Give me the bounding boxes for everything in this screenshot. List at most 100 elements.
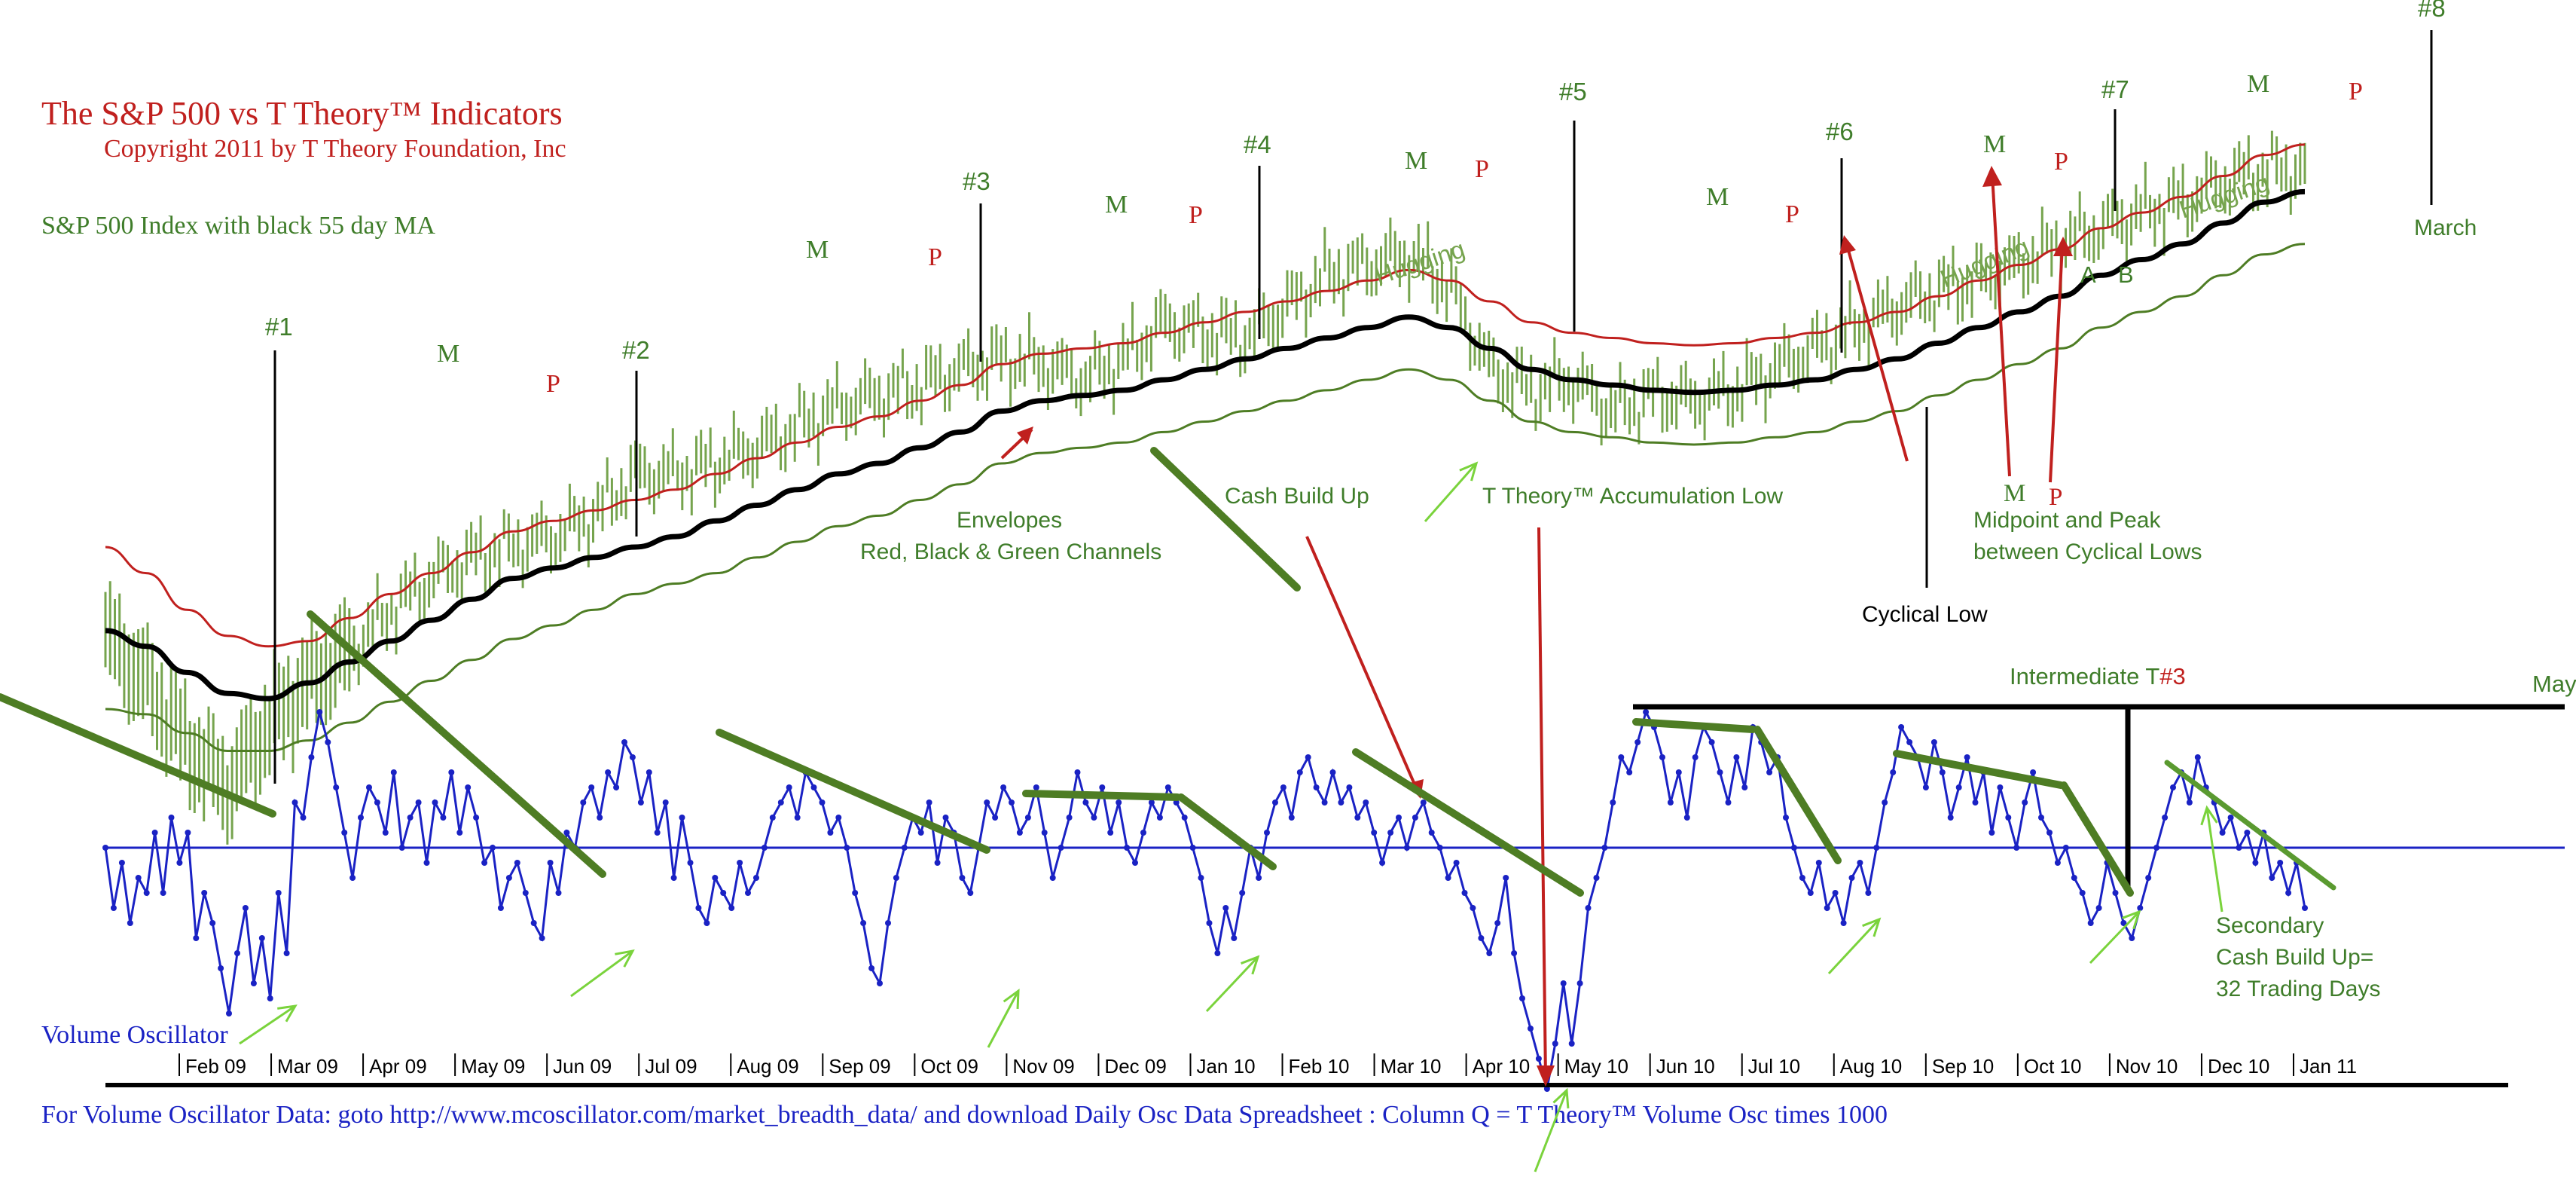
light-green-arrow xyxy=(2089,910,2141,965)
light-green-arrow xyxy=(2205,807,2223,913)
osc-point xyxy=(926,799,932,806)
osc-point xyxy=(720,890,727,896)
osc-point xyxy=(465,784,472,790)
osc-point xyxy=(753,875,759,881)
x-tick-label: Jan 10 xyxy=(1196,1055,1255,1078)
osc-point xyxy=(514,860,520,866)
osc-point xyxy=(160,890,166,896)
osc-point xyxy=(1264,830,1270,836)
light-green-arrow xyxy=(1205,955,1259,1013)
a-label: A xyxy=(2080,261,2096,288)
marker-7: #7 xyxy=(2101,75,2129,103)
red-arrows xyxy=(1000,166,2073,1087)
osc-point xyxy=(1140,830,1146,836)
light-green-arrow xyxy=(1534,1090,1568,1172)
osc-point xyxy=(1049,875,1056,881)
osc-point xyxy=(1947,815,1954,821)
osc-point xyxy=(1906,739,1913,745)
x-axis-ticks: Feb 09 Mar 09 Apr 09 May 09 Jun 09 Jul 09 Aug … xyxy=(179,1053,2357,1078)
osc-point xyxy=(1799,875,1805,881)
osc-point xyxy=(1683,815,1690,821)
osc-point xyxy=(1848,875,1855,881)
lower-envelope-line xyxy=(105,243,2306,752)
osc-point xyxy=(1972,799,1979,806)
osc-point xyxy=(127,920,133,926)
osc-point xyxy=(563,830,570,836)
osc-point xyxy=(366,784,372,790)
osc-point xyxy=(1807,890,1814,896)
osc-point xyxy=(1354,815,1361,821)
osc-point xyxy=(597,815,603,821)
x-tick-label: Apr 10 xyxy=(1473,1055,1531,1078)
osc-point xyxy=(1610,799,1616,806)
cycle-marker-labels: #1 #2 #3 #4 #5 #6 #7 #8 xyxy=(265,0,2446,364)
osc-point xyxy=(1156,815,1163,821)
data-source-note: For Volume Oscillator Data: goto http://… xyxy=(41,1101,1888,1129)
p-label: P xyxy=(1189,201,1203,229)
osc-point xyxy=(1478,935,1485,941)
osc-point xyxy=(1033,784,1039,790)
osc-point xyxy=(1024,815,1031,821)
m-label: M xyxy=(1105,191,1128,219)
midpoint-peak-labels: M M M M M M M P P P P P P P xyxy=(437,70,2363,398)
oscillator-label: Volume Oscillator xyxy=(41,1021,228,1049)
osc-point xyxy=(2071,875,2077,881)
cash-build-up-arrow xyxy=(1305,536,1419,792)
osc-point xyxy=(1840,920,1847,926)
light-green-arrowhead xyxy=(2200,805,2218,826)
osc-point xyxy=(448,769,455,775)
light-green-arrow xyxy=(1424,463,1478,522)
osc-point xyxy=(1824,905,1830,911)
osc-point xyxy=(670,875,677,881)
price-panel xyxy=(104,130,2306,845)
x-tick-label: Jan 11 xyxy=(2300,1055,2357,1078)
p-label: P xyxy=(1785,200,1799,228)
osc-point xyxy=(712,875,719,881)
secondary-desc-1: Secondary xyxy=(2216,913,2324,938)
x-tick-label: Sep 10 xyxy=(1932,1055,1994,1078)
p-label: P xyxy=(2054,148,2068,176)
osc-point xyxy=(1445,875,1451,881)
osc-point xyxy=(2277,860,2284,866)
osc-point xyxy=(1280,784,1286,790)
osc-point xyxy=(1552,1041,1558,1047)
osc-point xyxy=(917,830,924,836)
osc-point xyxy=(613,784,620,790)
osc-point xyxy=(1873,845,1880,851)
osc-point xyxy=(1206,920,1213,926)
osc-point xyxy=(110,905,117,911)
x-tick-label: Feb 10 xyxy=(1289,1055,1350,1078)
osc-point xyxy=(1955,784,1962,790)
osc-point xyxy=(1717,769,1723,775)
p-label: P xyxy=(1475,155,1489,183)
osc-point xyxy=(1618,754,1625,760)
cyclical-low-label: Cyclical Low xyxy=(1862,602,1988,627)
marker-2: #2 xyxy=(622,336,650,364)
osc-point xyxy=(2244,830,2251,836)
x-tick-label: Jun 09 xyxy=(553,1055,612,1078)
osc-point xyxy=(1725,799,1732,806)
m-label: M xyxy=(1706,183,1729,211)
hugging-labels: Hugging Hugging Hugging xyxy=(1372,168,2272,292)
osc-point xyxy=(2227,815,2234,821)
osc-point xyxy=(1164,784,1171,790)
osc-point xyxy=(1346,784,1353,790)
marker-6: #6 xyxy=(1826,118,1854,145)
osc-point xyxy=(1634,739,1641,745)
osc-point xyxy=(810,784,817,790)
accumulation-low-label: T Theory™ Accumulation Low xyxy=(1482,484,1783,509)
m-label: M xyxy=(437,340,459,368)
osc-point xyxy=(1058,845,1064,851)
osc-point xyxy=(737,860,743,866)
osc-point xyxy=(2022,799,2028,806)
osc-point xyxy=(1074,769,1081,775)
osc-point xyxy=(390,769,397,775)
osc-point xyxy=(1181,815,1188,821)
osc-point xyxy=(1371,830,1378,836)
osc-point xyxy=(588,784,595,790)
osc-point xyxy=(423,860,430,866)
osc-point xyxy=(1321,799,1328,806)
osc-point xyxy=(505,875,512,881)
osc-point xyxy=(679,815,685,821)
osc-point xyxy=(1708,739,1715,745)
